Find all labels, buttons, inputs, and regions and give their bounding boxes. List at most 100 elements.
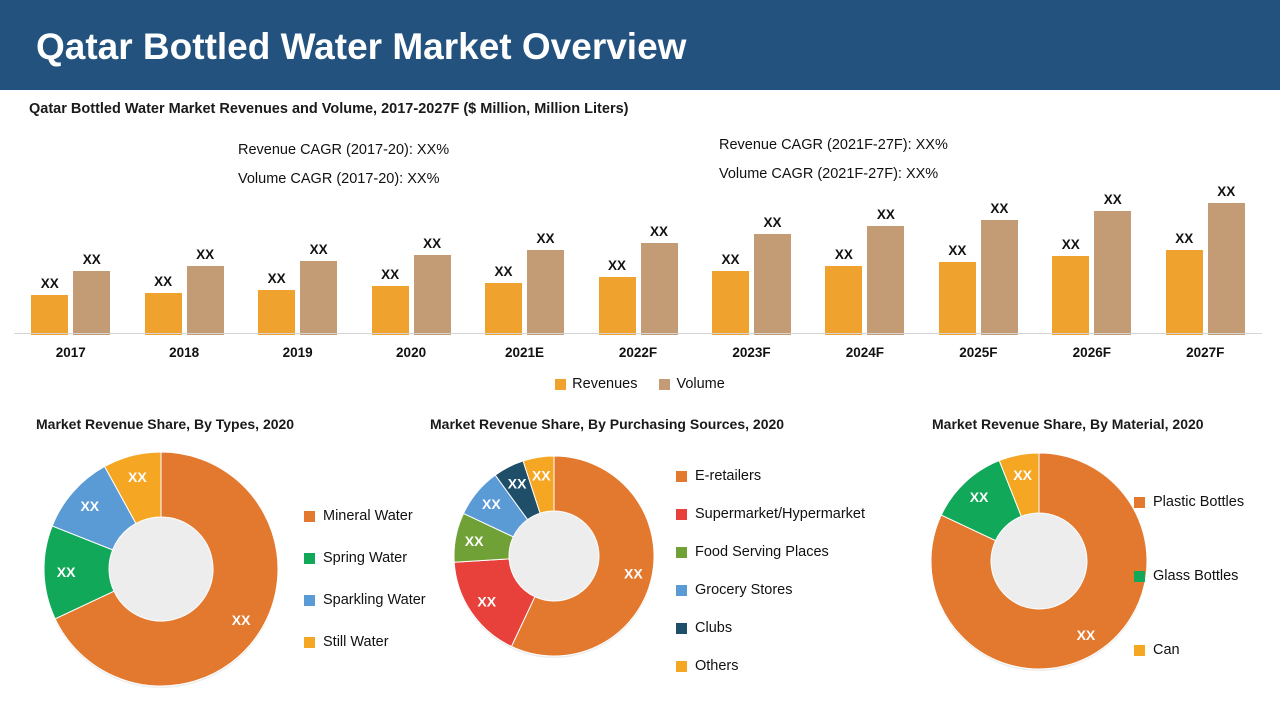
x-axis-label: 2022F <box>618 345 658 360</box>
bar-revenues <box>711 271 749 335</box>
bar-group: XX XX <box>371 180 454 335</box>
donut-slice-label: XX <box>1013 467 1032 483</box>
donut-legend-entry: Spring Water <box>304 550 426 566</box>
bar-volume <box>186 266 224 335</box>
bar-chart-title: Qatar Bottled Water Market Revenues and … <box>29 101 629 117</box>
bar-group: XX XX <box>31 180 113 335</box>
donut-slice-label: XX <box>1077 627 1096 643</box>
donut-slice <box>510 455 655 657</box>
donut-legend-label: Spring Water <box>323 550 408 566</box>
bar-group: XX XX <box>144 180 227 335</box>
donut-legend-swatch-icon <box>676 622 687 634</box>
bar-group: XX XX <box>711 180 794 335</box>
donut-legend-entry: Grocery Stores <box>676 582 865 598</box>
annotation-left-revenue-cagr: Revenue CAGR (2017-20): XX% <box>238 142 450 158</box>
donut-legend-swatch-icon <box>304 636 315 648</box>
bar-chart-legend: Revenues Volume <box>0 376 1280 392</box>
donut-title-purchasing-sources: Market Revenue Share, By Purchasing Sour… <box>430 416 785 432</box>
bar-value-label: XX <box>82 252 101 267</box>
donut-slice-label: XX <box>128 469 147 485</box>
donut-panel-types: Market Revenue Share, By Types, 2020 XX X… <box>36 416 456 716</box>
donut-slice <box>522 455 555 514</box>
x-axis-label: 2023F <box>732 345 771 360</box>
bar-revenues <box>371 286 409 335</box>
donut-legend-entry: Plastic Bottles <box>1134 494 1244 510</box>
bar-value-label: XX <box>948 243 967 258</box>
page-title: Qatar Bottled Water Market Overview <box>36 26 687 67</box>
donut-legend-swatch-icon <box>1134 570 1145 582</box>
bar-value-label: XX <box>721 252 740 267</box>
bar-group: XX XX <box>1165 180 1248 335</box>
bar-revenues <box>1052 256 1090 335</box>
bar-value-label: XX <box>834 247 853 262</box>
donut-legend-label: Others <box>695 658 739 674</box>
donut-legend-label: Glass Bottles <box>1153 568 1239 584</box>
legend-swatch-icon <box>659 378 671 390</box>
bar-value-label: XX <box>267 271 286 286</box>
bar-group: XX XX <box>938 180 1021 335</box>
bar-value-label: XX <box>309 242 328 257</box>
bar-value-label: XX <box>536 231 555 246</box>
donut-slice <box>103 451 162 525</box>
donut-legend-swatch-icon <box>1134 496 1145 508</box>
bar-value-label: XX <box>40 276 59 291</box>
bar-revenues <box>258 290 296 335</box>
donut-slice <box>54 451 279 687</box>
donut-legend-entry: E-retailers <box>676 468 865 484</box>
bar-revenues <box>1165 250 1203 335</box>
donut-slice-label: XX <box>970 489 989 505</box>
donut-slice-label: XX <box>508 476 527 492</box>
donut-legend-label: Can <box>1153 642 1180 658</box>
donut-legend-swatch-icon <box>676 508 687 520</box>
bar-chart-x-axis-labels: 2017 2018 2019 2020 2021E 2022F 2023F 2024F 2025… <box>14 345 1266 369</box>
bar-revenues <box>485 283 523 335</box>
donut-chart-purchasing-sources: XX XX XX XX XX XX <box>453 455 655 658</box>
donut-title-material: Market Revenue Share, By Material, 2020 <box>932 416 1204 432</box>
donut-legend-swatch-icon <box>1134 644 1145 656</box>
bar-volume <box>640 243 678 335</box>
donut-legend-label: E-retailers <box>695 468 762 484</box>
bar-revenues <box>598 277 636 335</box>
bar-value-label: XX <box>607 258 626 273</box>
donut-panel-material: Market Revenue Share, By Material, 2020 … <box>930 416 1280 716</box>
donut-legend-swatch-icon <box>304 552 315 564</box>
bar-volume <box>1207 203 1245 335</box>
bar-value-label: XX <box>1175 231 1194 246</box>
x-axis-label: 2020 <box>396 345 427 360</box>
bar-value-label: XX <box>196 247 215 262</box>
bar-group: XX XX <box>258 180 340 335</box>
bar-value-label: XX <box>990 201 1009 216</box>
donut-legend-entry: Sparkling Water <box>304 592 426 608</box>
donut-legend-entry: Glass Bottles <box>1134 568 1244 584</box>
donut-legend-label: Plastic Bottles <box>1153 494 1245 510</box>
bar-value-label: XX <box>1103 192 1122 207</box>
donut-legend-label: Mineral Water <box>323 508 413 524</box>
donut-legend-purchasing-sources: E-retailers Supermarket/Hypermarket Food S… <box>676 468 865 674</box>
donut-slice <box>930 452 1148 670</box>
bar-group: XX XX <box>598 180 681 335</box>
x-axis-label: 2027F <box>1186 345 1225 360</box>
bar-value-label: XX <box>381 267 400 282</box>
donut-slice-label: XX <box>477 594 496 610</box>
donut-title-types: Market Revenue Share, By Types, 2020 <box>36 416 295 432</box>
donut-legend-label: Still Water <box>323 634 389 650</box>
donut-legend-entry: Food Serving Places <box>676 544 865 560</box>
donut-legend-entry: Mineral Water <box>304 508 426 524</box>
annotation-right-revenue-cagr: Revenue CAGR (2021F-27F): XX% <box>719 137 948 153</box>
donut-slice-label: XX <box>57 564 76 580</box>
donut-slice <box>998 452 1040 518</box>
bar-volume <box>867 226 905 335</box>
donut-legend-material: Plastic Bottles Glass Bottles Can <box>1134 494 1244 658</box>
bar-revenues <box>825 266 863 335</box>
donut-slice-label: XX <box>532 468 551 484</box>
donut-slice-label: XX <box>624 566 643 582</box>
annotation-left-volume-cagr: Volume CAGR (2017-20): XX% <box>238 171 440 187</box>
donut-legend-types: Mineral Water Spring Water Sparkling Water… <box>304 508 426 650</box>
x-axis-label: 2026F <box>1072 345 1111 360</box>
bar-value-label: XX <box>494 264 513 279</box>
bar-volume <box>980 220 1018 335</box>
legend-entry: Revenues <box>555 376 637 392</box>
bar-volume <box>1094 211 1132 335</box>
legend-label: Revenues <box>572 376 638 392</box>
